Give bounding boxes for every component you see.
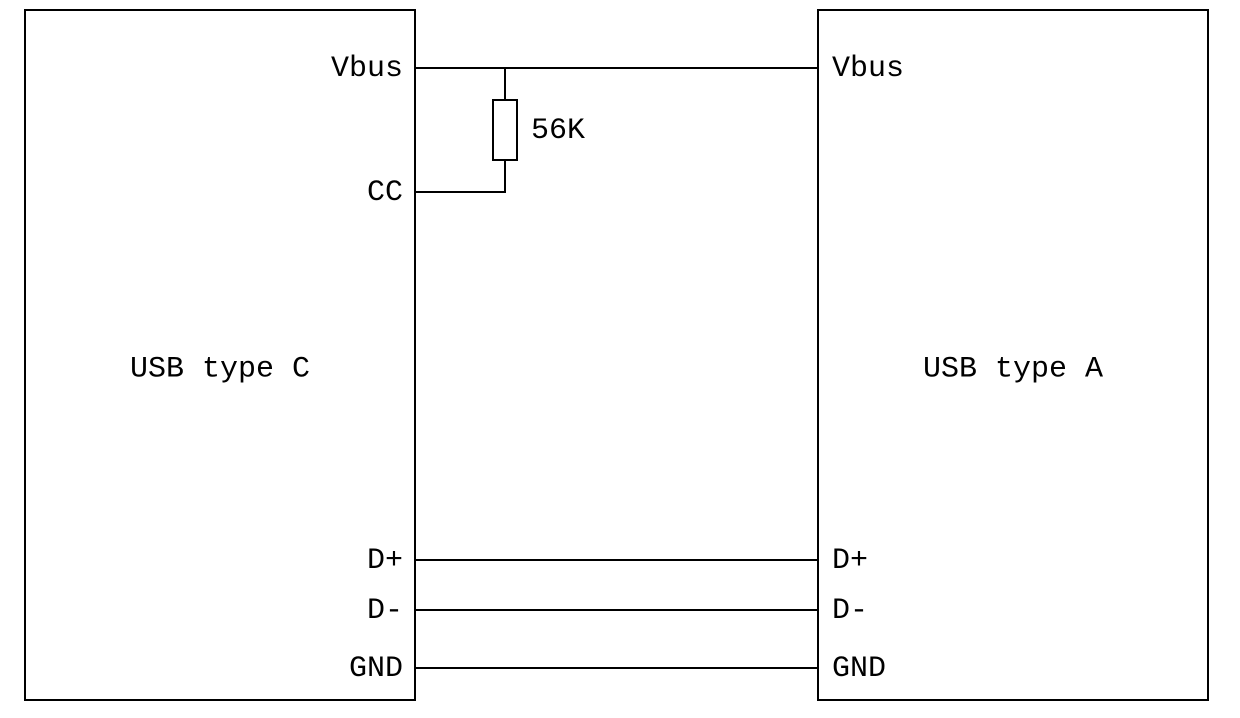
right-pin-gnd: GND	[832, 652, 886, 686]
left-pin-dplus: D+	[367, 544, 403, 578]
usb-type-a-title: USB type A	[923, 353, 1103, 387]
right-pin-dminus: D-	[832, 594, 868, 628]
right-pin-vbus: Vbus	[832, 52, 904, 86]
resistor-label: 56K	[531, 114, 585, 148]
left-pin-dminus: D-	[367, 594, 403, 628]
wire-cc	[415, 160, 505, 192]
left-pin-vbus: Vbus	[331, 52, 403, 86]
usb-type-c-title: USB type C	[130, 353, 310, 387]
resistor-body	[493, 100, 517, 160]
left-pin-gnd: GND	[349, 652, 403, 686]
right-pin-dplus: D+	[832, 544, 868, 578]
left-pin-cc: CC	[367, 176, 403, 210]
